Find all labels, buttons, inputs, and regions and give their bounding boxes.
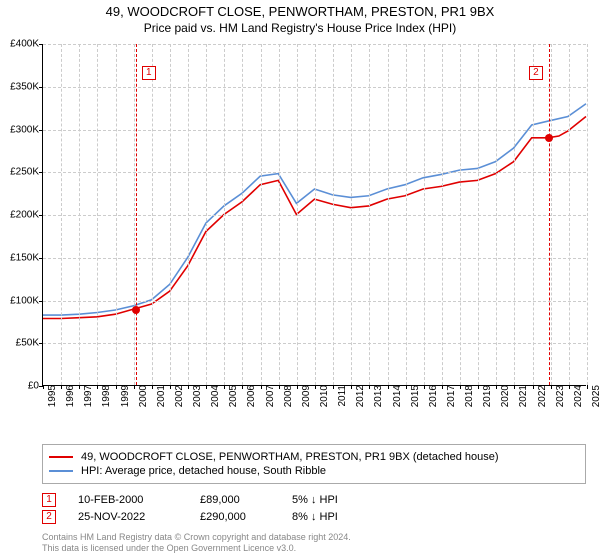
x-axis-label: 2018 <box>460 385 475 407</box>
sale-price: £89,000 <box>200 494 270 506</box>
sale-badge: 1 <box>42 493 56 507</box>
x-axis-label: 2019 <box>478 385 493 407</box>
x-axis-label: 2008 <box>279 385 294 407</box>
x-axis-label: 2020 <box>496 385 511 407</box>
x-axis-label: 2006 <box>242 385 257 407</box>
x-axis-label: 2003 <box>188 385 203 407</box>
sales-row: 1 10-FEB-2000 £89,000 5% ↓ HPI <box>42 493 586 507</box>
x-axis-label: 2025 <box>587 385 600 407</box>
x-axis-label: 2023 <box>551 385 566 407</box>
event-marker <box>545 134 553 142</box>
x-axis-label: 2021 <box>514 385 529 407</box>
x-axis-label: 2012 <box>351 385 366 407</box>
x-axis-label: 1998 <box>97 385 112 407</box>
legend-swatch <box>49 470 73 472</box>
x-axis-label: 2010 <box>315 385 330 407</box>
event-marker <box>132 306 140 314</box>
x-axis-label: 2007 <box>261 385 276 407</box>
footer: Contains HM Land Registry data © Crown c… <box>42 532 586 555</box>
sale-delta: 5% ↓ HPI <box>292 494 392 506</box>
title-address: 49, WOODCROFT CLOSE, PENWORTHAM, PRESTON… <box>0 4 600 19</box>
y-axis-label: £300K <box>10 124 43 135</box>
sales-row: 2 25-NOV-2022 £290,000 8% ↓ HPI <box>42 510 586 524</box>
x-axis-label: 2014 <box>388 385 403 407</box>
legend-label: 49, WOODCROFT CLOSE, PENWORTHAM, PRESTON… <box>81 451 499 463</box>
event-badge: 1 <box>142 66 156 80</box>
sale-date: 25-NOV-2022 <box>78 511 178 523</box>
page: 49, WOODCROFT CLOSE, PENWORTHAM, PRESTON… <box>0 0 600 560</box>
event-badge: 2 <box>529 66 543 80</box>
x-axis-label: 2024 <box>569 385 584 407</box>
x-axis-label: 1999 <box>116 385 131 407</box>
chart: £0£50K£100K£150K£200K£250K£300K£350K£400… <box>42 44 586 414</box>
x-axis-label: 2011 <box>333 385 348 407</box>
legend-swatch <box>49 456 73 458</box>
x-axis-label: 1995 <box>43 385 58 407</box>
x-axis-label: 2002 <box>170 385 185 407</box>
footer-line: Contains HM Land Registry data © Crown c… <box>42 532 586 543</box>
y-axis-label: £50K <box>16 338 43 349</box>
sale-date: 10-FEB-2000 <box>78 494 178 506</box>
x-axis-label: 2022 <box>533 385 548 407</box>
x-axis-label: 2009 <box>297 385 312 407</box>
x-axis-label: 2016 <box>424 385 439 407</box>
x-axis-label: 1997 <box>79 385 94 407</box>
x-axis-label: 2017 <box>442 385 457 407</box>
legend-item: 49, WOODCROFT CLOSE, PENWORTHAM, PRESTON… <box>49 451 579 463</box>
title-subtitle: Price paid vs. HM Land Registry's House … <box>0 21 600 35</box>
title-block: 49, WOODCROFT CLOSE, PENWORTHAM, PRESTON… <box>0 0 600 37</box>
y-axis-label: £400K <box>10 39 43 50</box>
legend: 49, WOODCROFT CLOSE, PENWORTHAM, PRESTON… <box>42 444 586 484</box>
legend-label: HPI: Average price, detached house, Sout… <box>81 465 326 477</box>
y-axis-label: £250K <box>10 167 43 178</box>
y-axis-label: £0 <box>28 381 43 392</box>
x-axis-label: 2015 <box>406 385 421 407</box>
footer-line: This data is licensed under the Open Gov… <box>42 543 586 554</box>
x-axis-label: 1996 <box>61 385 76 407</box>
sale-badge: 2 <box>42 510 56 524</box>
legend-item: HPI: Average price, detached house, Sout… <box>49 465 579 477</box>
y-axis-label: £350K <box>10 81 43 92</box>
x-axis-label: 2000 <box>134 385 149 407</box>
y-axis-label: £100K <box>10 295 43 306</box>
y-axis-label: £200K <box>10 210 43 221</box>
x-axis-label: 2013 <box>369 385 384 407</box>
sales-table: 1 10-FEB-2000 £89,000 5% ↓ HPI 2 25-NOV-… <box>42 490 586 527</box>
y-axis-label: £150K <box>10 252 43 263</box>
plot-area: £0£50K£100K£150K£200K£250K£300K£350K£400… <box>42 44 586 386</box>
sale-delta: 8% ↓ HPI <box>292 511 392 523</box>
sale-price: £290,000 <box>200 511 270 523</box>
x-axis-label: 2001 <box>152 385 167 407</box>
x-axis-label: 2004 <box>206 385 221 407</box>
x-axis-label: 2005 <box>224 385 239 407</box>
